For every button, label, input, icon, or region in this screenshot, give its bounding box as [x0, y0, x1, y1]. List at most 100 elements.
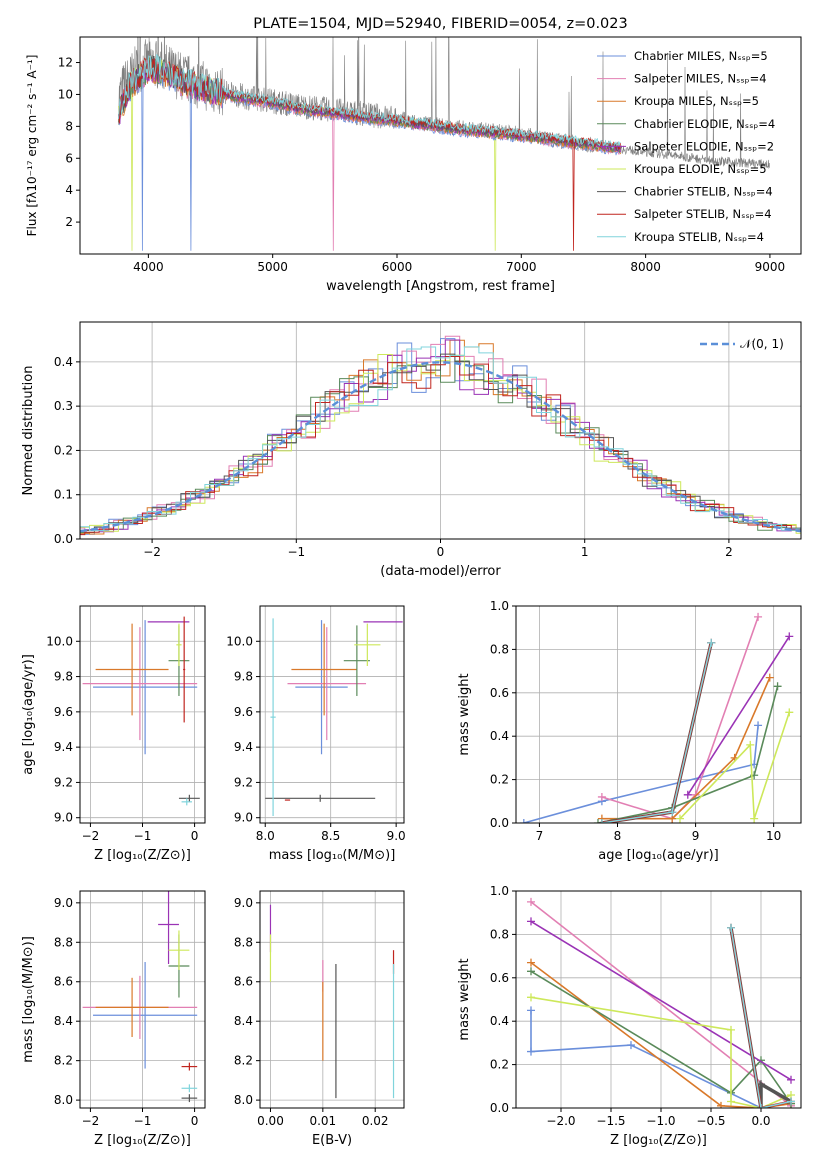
model-spectrum-line-8	[118, 53, 621, 150]
y-tick-label: 6	[65, 151, 73, 165]
x-tick-label: 6000	[382, 260, 413, 274]
axes-frame	[79, 36, 802, 255]
legend-entry: Salpeter STELIB, Nₛₛₚ=4	[634, 207, 772, 221]
legend-entry: Chabrier STELIB, Nₛₛₚ=4	[634, 185, 773, 199]
series-line-1	[601, 616, 759, 820]
series-marker	[754, 612, 763, 621]
histogram-1	[80, 335, 801, 531]
y-tick-label: 0.8	[490, 642, 509, 656]
x-tick-label: 2	[725, 545, 733, 559]
y-tick-label: 8.6	[54, 975, 73, 989]
x-tick-label: 0	[191, 829, 199, 843]
panel-age-vs-z: −2 −1 0 9.0 9.2 9.4 9.6 9.8 10.0 Z [log₁₀(Z/Z⊙)] a…	[21, 605, 206, 863]
series-marker	[527, 993, 535, 1002]
y-tick-label: 10	[58, 87, 73, 101]
panel-mass-weight-vs-z: −2.0 −1.5 −1.0 −0.5 0.0 0.0 0.2 0.4 0.6 0.8 1.0 Z […	[457, 884, 802, 1148]
series-line-8	[730, 927, 792, 1108]
x-tick-label: 0.00	[257, 1114, 284, 1128]
series-marker	[527, 917, 535, 926]
x-tick-label: −1.0	[646, 1114, 675, 1128]
plot-area	[269, 904, 395, 1099]
y-tick-label: 1.0	[490, 884, 509, 898]
series-marker	[527, 1047, 535, 1056]
series-marker	[597, 819, 606, 823]
y-tick-label: 8.2	[54, 1054, 73, 1068]
x-tick-label: 0	[191, 1114, 199, 1128]
x-tick-label: 5000	[257, 260, 288, 274]
x-tick-label: 0	[437, 545, 445, 559]
legend-entry: Kroupa STELIB, Nₛₛₚ=4	[634, 230, 764, 244]
series-marker	[746, 740, 755, 749]
y-tick-label: 10.0	[226, 634, 253, 648]
plot-area	[82, 891, 198, 1103]
series-marker	[765, 673, 774, 682]
series-marker	[707, 638, 716, 647]
x-tick-label: 0.02	[362, 1114, 389, 1128]
legend-entry: Salpeter MILES, Nₛₛₚ=4	[634, 72, 767, 86]
y-tick-label: 2	[65, 215, 73, 229]
x-tick-label: 9000	[755, 260, 786, 274]
axes-frame	[515, 890, 802, 1109]
y-axis-label: Normed distribution	[21, 366, 36, 496]
x-axis-label: mass [log₁₀(M/M⊙)]	[269, 848, 396, 863]
series-marker	[785, 632, 794, 641]
y-tick-label: 0.0	[490, 816, 509, 830]
histogram-8	[80, 346, 801, 532]
series-line-0	[530, 1010, 762, 1108]
series-marker	[683, 790, 692, 799]
gaussian-curve	[80, 361, 801, 533]
x-tick-label: −1.5	[596, 1114, 625, 1128]
chart-title: PLATE=1504, MJD=52940, FIBERID=0054, z=0…	[253, 16, 627, 32]
histogram-7	[80, 356, 801, 536]
legend-entry: Chabrier ELODIE, Nₛₛₚ=4	[634, 117, 775, 131]
x-tick-label: 8.5	[321, 829, 340, 843]
series-line-3	[530, 970, 792, 1105]
y-tick-label: 10.0	[46, 634, 73, 648]
x-tick-label: 8	[614, 829, 622, 843]
x-tick-label: −1	[287, 545, 305, 559]
axes-frame	[259, 890, 405, 1109]
series-marker	[750, 814, 759, 823]
x-tick-label: 9.0	[387, 829, 406, 843]
panel-mass-weight-vs-age: 7 8 9 10 0.0 0.2 0.4 0.6 0.8 1.0 age [log₁₀(age/yr…	[457, 599, 802, 863]
y-tick-label: 8.4	[54, 1014, 73, 1028]
y-tick-label: 8.8	[234, 935, 253, 949]
x-axis-label: Z [log₁₀(Z/Z⊙)]	[94, 1133, 191, 1148]
x-tick-label: −1	[134, 829, 152, 843]
x-tick-label: −2.0	[546, 1114, 575, 1128]
y-tick-label: 0.6	[490, 686, 509, 700]
model-spectrum-line-7	[118, 57, 621, 251]
plot-area	[80, 335, 801, 536]
y-tick-label: 0.2	[54, 443, 73, 457]
y-tick-label: 9.6	[234, 705, 253, 719]
axes-frame	[259, 605, 405, 824]
y-tick-label: 9.4	[54, 740, 73, 754]
x-tick-label: 0.01	[309, 1114, 336, 1128]
x-axis-label: wavelength [Angstrom, rest frame]	[326, 279, 555, 294]
y-tick-label: 9.2	[54, 775, 73, 789]
legend-entry: Chabrier MILES, Nₛₛₚ=5	[634, 49, 768, 63]
x-tick-label: −0.5	[696, 1114, 725, 1128]
y-tick-label: 9.0	[234, 896, 253, 910]
y-tick-label: 8.4	[234, 1014, 253, 1028]
legend-entry: Salpeter ELODIE, Nₛₛₚ=2	[634, 139, 774, 153]
y-tick-label: 9.8	[234, 670, 253, 684]
y-axis-label: mass weight	[457, 958, 472, 1040]
series-marker	[773, 682, 782, 691]
series-line-4	[687, 635, 790, 796]
plot-area	[527, 897, 795, 1108]
series-marker	[691, 790, 700, 799]
series-marker	[727, 1025, 735, 1034]
legend-entry: 𝒩(0, 1)	[740, 337, 784, 351]
series-marker	[787, 1097, 795, 1106]
plot-area	[265, 618, 403, 816]
series-line-5	[679, 712, 791, 820]
y-tick-label: 8.8	[54, 935, 73, 949]
y-tick-label: 8	[65, 119, 73, 133]
series-marker	[754, 721, 763, 730]
y-tick-label: 0.4	[54, 355, 73, 369]
series-marker	[757, 1080, 765, 1089]
x-tick-label: 4000	[133, 260, 164, 274]
y-tick-label: 0.3	[54, 399, 73, 413]
